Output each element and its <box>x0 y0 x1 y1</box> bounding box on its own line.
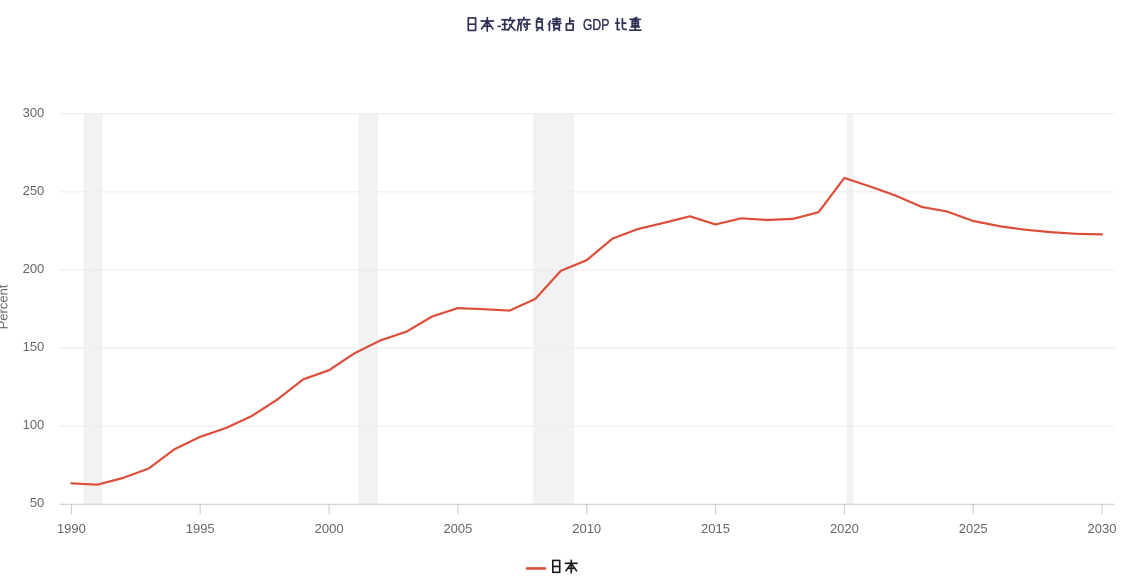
svg-text:2030: 2030 <box>1088 521 1117 536</box>
svg-text:2005: 2005 <box>443 521 472 536</box>
svg-text:2015: 2015 <box>701 521 730 536</box>
svg-text:300: 300 <box>23 105 45 120</box>
svg-text:2000: 2000 <box>315 521 344 536</box>
svg-text:1990: 1990 <box>57 521 86 536</box>
svg-text:50: 50 <box>30 495 44 510</box>
svg-text:150: 150 <box>23 339 45 354</box>
svg-text:250: 250 <box>23 183 45 198</box>
svg-text:2025: 2025 <box>959 521 988 536</box>
svg-text:200: 200 <box>23 261 45 276</box>
svg-text:Percent: Percent <box>0 284 10 329</box>
svg-text:100: 100 <box>23 417 45 432</box>
svg-text:1995: 1995 <box>186 521 215 536</box>
svg-text:2010: 2010 <box>572 521 601 536</box>
svg-text:2020: 2020 <box>830 521 859 536</box>
svg-text:GDP: GDP <box>583 17 610 34</box>
